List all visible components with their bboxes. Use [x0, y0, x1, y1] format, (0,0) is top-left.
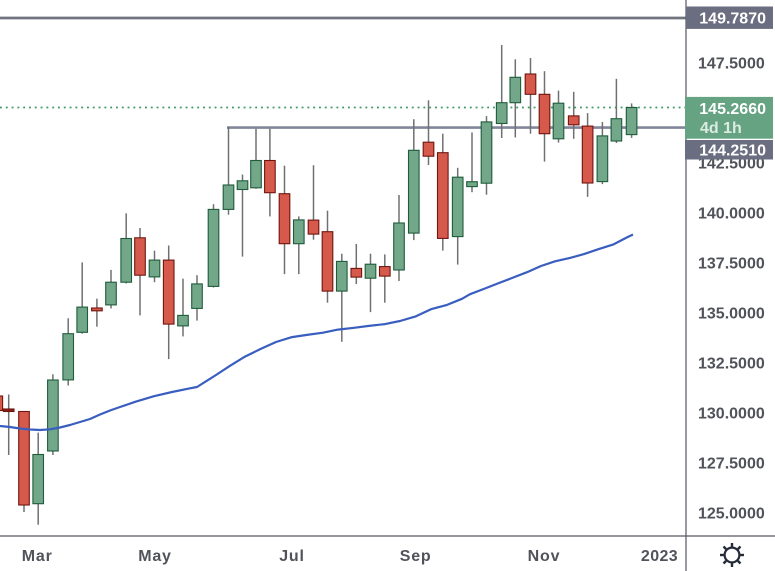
svg-text:127.5000: 127.5000 — [698, 456, 765, 473]
svg-text:149.7870: 149.7870 — [699, 10, 766, 27]
svg-text:140.0000: 140.0000 — [698, 206, 765, 223]
svg-text:2023: 2023 — [641, 548, 678, 565]
svg-text:144.2510: 144.2510 — [699, 143, 766, 160]
svg-text:4d 1h: 4d 1h — [700, 120, 742, 137]
svg-text:132.5000: 132.5000 — [698, 356, 765, 373]
svg-text:147.5000: 147.5000 — [698, 56, 765, 73]
svg-text:125.0000: 125.0000 — [698, 506, 765, 523]
svg-text:May: May — [138, 548, 172, 565]
svg-text:Jul: Jul — [279, 548, 305, 565]
svg-text:130.0000: 130.0000 — [698, 406, 765, 423]
svg-text:Sep: Sep — [400, 548, 432, 565]
svg-text:142.5000: 142.5000 — [698, 156, 765, 173]
svg-text:135.0000: 135.0000 — [698, 306, 765, 323]
svg-text:Mar: Mar — [22, 548, 53, 565]
svg-text:137.5000: 137.5000 — [698, 256, 765, 273]
svg-text:145.2660: 145.2660 — [699, 101, 766, 118]
svg-text:Nov: Nov — [528, 548, 561, 565]
